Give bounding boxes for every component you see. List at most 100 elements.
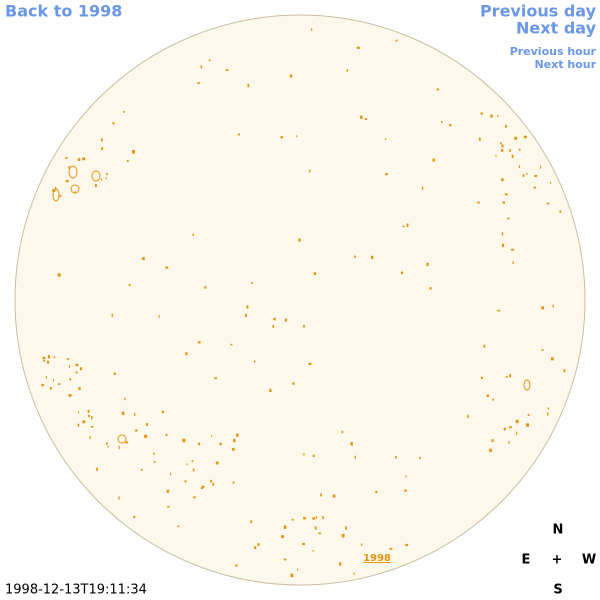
magnetic-feature (198, 442, 201, 446)
magnetic-feature (541, 349, 544, 351)
magnetic-feature (505, 124, 507, 128)
magnetic-feature (272, 324, 275, 328)
magnetic-feature (125, 441, 128, 444)
magnetic-feature (290, 573, 294, 578)
magnetic-feature (65, 157, 68, 159)
magnetic-feature (77, 423, 80, 427)
magnetic-feature (360, 115, 363, 119)
previous-hour-link[interactable]: Previous hour (510, 45, 597, 58)
magnetic-feature (318, 532, 322, 535)
magnetic-feature (41, 383, 44, 387)
magnetic-feature (312, 550, 314, 552)
magnetic-feature (132, 150, 135, 154)
magnetic-feature (43, 360, 45, 362)
magnetic-feature (312, 454, 315, 457)
magnetic-feature (547, 412, 549, 416)
magnetic-feature (489, 448, 492, 452)
magnetic-feature (214, 377, 218, 379)
magnetic-feature (298, 238, 301, 242)
magnetic-feature (491, 439, 494, 442)
magnetic-feature (385, 173, 388, 176)
magnetic-feature (480, 376, 483, 379)
magnetic-feature (353, 572, 355, 575)
magnetic-feature (314, 526, 317, 530)
magnetic-feature (534, 175, 538, 177)
magnetic-feature (563, 369, 566, 373)
magnetic-feature (360, 543, 363, 546)
magnetic-feature (516, 431, 518, 435)
magnetic-feature (426, 262, 429, 266)
magnetic-feature (526, 423, 529, 427)
magnetic-feature (89, 435, 91, 440)
magnetic-feature (117, 434, 127, 444)
compass-north: N (553, 523, 564, 538)
magnetic-feature (385, 138, 387, 140)
magnetic-feature (500, 149, 504, 152)
magnetic-feature (118, 445, 120, 450)
magnetic-feature (124, 397, 126, 401)
magnetic-feature (552, 304, 554, 308)
magnetic-feature (284, 318, 287, 322)
magnetic-feature (547, 407, 550, 410)
magnetic-feature (91, 425, 94, 428)
magnetic-feature (215, 461, 219, 465)
magnetic-feature (421, 186, 424, 190)
magnetic-feature (165, 266, 169, 269)
magnetic-feature (100, 178, 103, 181)
timestamp: 1998-12-13T19:11:34 (5, 583, 147, 598)
magnetic-feature (402, 225, 405, 228)
magnetic-feature (350, 442, 353, 446)
magnetic-feature (313, 272, 317, 276)
magnetic-feature (112, 122, 115, 125)
magnetic-feature (341, 430, 344, 434)
magnetic-feature (68, 394, 72, 397)
magnetic-feature (533, 186, 536, 189)
compass-east: E (522, 553, 531, 568)
magnetic-feature (91, 170, 101, 182)
magnetic-feature (75, 371, 78, 374)
year-link[interactable]: 1998 (363, 553, 391, 564)
magnetic-feature (87, 414, 90, 417)
back-link[interactable]: Back to 1998 (5, 2, 122, 21)
magnetic-feature (77, 158, 81, 161)
magnetic-feature (75, 363, 79, 367)
magnetic-feature (503, 427, 506, 431)
compass-center: + (552, 553, 563, 568)
magnetic-feature (303, 453, 305, 456)
magnetic-feature (68, 166, 70, 169)
magnetic-feature (507, 217, 510, 220)
magnetic-feature (68, 365, 71, 368)
previous-day-link[interactable]: Previous day (480, 2, 597, 21)
magnetic-feature (449, 124, 452, 127)
magnetic-feature (79, 367, 82, 371)
magnetic-feature (236, 433, 239, 437)
magnetic-feature (57, 273, 61, 277)
magnetic-feature (432, 158, 435, 162)
magnetic-feature (283, 525, 287, 529)
next-day-link[interactable]: Next day (516, 19, 597, 38)
magnetic-feature (245, 313, 247, 317)
solar-disc (14, 14, 586, 586)
magnetic-feature (501, 144, 504, 148)
magnetic-feature (166, 489, 170, 493)
magnetic-feature (364, 118, 367, 120)
magnetic-feature (254, 360, 256, 363)
magnetic-feature (315, 516, 318, 519)
magnetic-feature (167, 506, 170, 508)
magnetic-feature (193, 496, 196, 499)
magnetic-feature (140, 468, 143, 471)
magnetic-feature (52, 379, 54, 382)
magnetic-feature (332, 494, 336, 498)
magnetic-feature (523, 379, 531, 391)
next-hour-link[interactable]: Next hour (535, 58, 597, 71)
magnetic-feature (105, 442, 108, 445)
magnetic-feature (354, 455, 356, 459)
magnetic-feature (111, 313, 113, 317)
magnetic-feature (512, 261, 514, 264)
magnetic-features (41, 28, 566, 578)
magnetic-feature (237, 133, 240, 136)
magnetic-feature (356, 46, 360, 49)
magnetic-feature (192, 468, 195, 472)
magnetic-feature (400, 271, 403, 275)
